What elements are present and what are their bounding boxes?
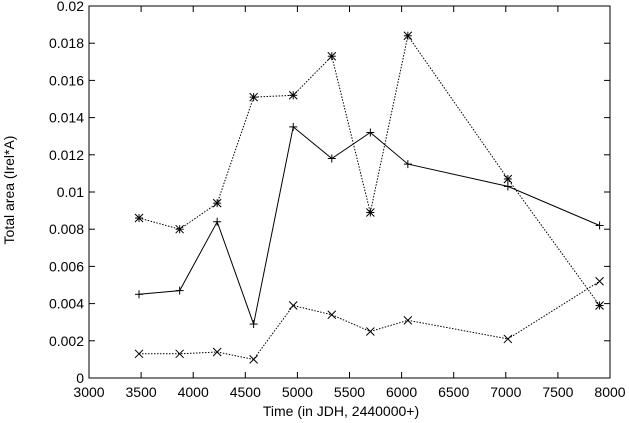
- series-1-point: [249, 92, 258, 102]
- series-2-point: [213, 217, 222, 226]
- series-2-point: [327, 154, 336, 163]
- series-3-point: [249, 355, 258, 364]
- axis-ticks: 3000 3500 4000 4500 5000 5500 6000 6500 7000 7500…: [49, 0, 626, 400]
- series-2-point: [403, 160, 412, 169]
- marker-stroke: [288, 90, 298, 100]
- series-2-point: [595, 221, 604, 230]
- x-tick-label: 6500: [438, 384, 469, 400]
- marker-stroke: [288, 301, 298, 310]
- x-axis-title: Time (in JDH, 2440000+): [263, 403, 419, 419]
- series-3: [134, 276, 604, 364]
- marker-stroke: [365, 208, 375, 217]
- x-tick-label: 5000: [282, 384, 313, 400]
- series-3-point: [212, 347, 222, 357]
- series-1-point: [288, 90, 298, 100]
- series-2-line: [138, 125, 600, 326]
- y-tick-label: 0.02: [57, 0, 84, 14]
- x-tick-label: 4000: [178, 384, 209, 400]
- marker-stroke: [595, 276, 604, 286]
- series-3-point: [503, 334, 513, 344]
- series-layer: [134, 31, 604, 364]
- series-3-point: [327, 310, 337, 320]
- marker-stroke: [134, 213, 144, 223]
- series-3-point: [134, 349, 144, 359]
- marker-stroke: [403, 31, 413, 41]
- marker-stroke: [175, 349, 185, 359]
- marker-stroke: [134, 349, 144, 359]
- series-3-point: [595, 276, 604, 286]
- marker-stroke: [503, 334, 513, 344]
- x-tick-label: 3500: [126, 384, 157, 400]
- series-1-point: [212, 198, 222, 208]
- series-1-point: [175, 224, 185, 234]
- y-tick-label: 0.014: [49, 110, 84, 126]
- x-tick-label: 7500: [542, 384, 573, 400]
- y-tick-label: 0: [76, 370, 84, 386]
- series-1-point: [403, 31, 413, 41]
- series-1-point: [365, 208, 375, 217]
- y-tick-label: 0.006: [49, 258, 84, 274]
- series-2-point: [503, 182, 512, 191]
- series-3-point: [175, 349, 185, 359]
- series-1-point: [327, 51, 337, 61]
- series-1-point: [134, 213, 144, 223]
- marker-stroke: [249, 355, 258, 364]
- y-tick-label: 0.016: [49, 72, 84, 88]
- x-tick-label: 4500: [230, 384, 261, 400]
- marker-stroke: [327, 310, 337, 320]
- marker-stroke: [249, 92, 258, 102]
- marker-stroke: [212, 347, 222, 357]
- y-tick-label: 0.018: [49, 35, 84, 51]
- marker-stroke: [595, 301, 604, 310]
- series-2-point: [175, 286, 184, 295]
- series-2-point: [289, 122, 298, 131]
- y-tick-label: 0.01: [57, 184, 84, 200]
- series-2-point: [366, 128, 375, 137]
- series-3-point: [365, 327, 375, 336]
- series-1: [134, 31, 604, 310]
- series-3-point: [403, 315, 413, 325]
- series-1-line: [138, 34, 601, 306]
- x-tick-label: 5500: [334, 384, 365, 400]
- marker-stroke: [175, 224, 185, 234]
- marker-stroke: [212, 198, 222, 208]
- x-tick-label: 8000: [594, 384, 625, 400]
- y-tick-label: 0.002: [49, 333, 84, 349]
- series-1-point: [503, 174, 513, 184]
- y-tick-label: 0.004: [49, 296, 84, 312]
- marker-stroke: [403, 315, 413, 325]
- series-3-point: [288, 301, 298, 310]
- series-3-line: [139, 280, 600, 360]
- marker-stroke: [365, 327, 375, 336]
- x-tick-label: 7000: [490, 384, 521, 400]
- series-2-point: [135, 290, 144, 299]
- y-tick-label: 0.008: [49, 221, 84, 237]
- marker-stroke: [327, 51, 337, 61]
- marker-stroke: [503, 174, 513, 184]
- series-1-point: [595, 301, 604, 310]
- series-2-point: [249, 320, 258, 329]
- x-tick-label: 3000: [73, 384, 104, 400]
- y-tick-label: 0.012: [49, 147, 84, 163]
- series-2: [135, 122, 604, 329]
- x-tick-label: 6000: [386, 384, 417, 400]
- y-axis-title: Total area (Irel*A): [1, 136, 17, 245]
